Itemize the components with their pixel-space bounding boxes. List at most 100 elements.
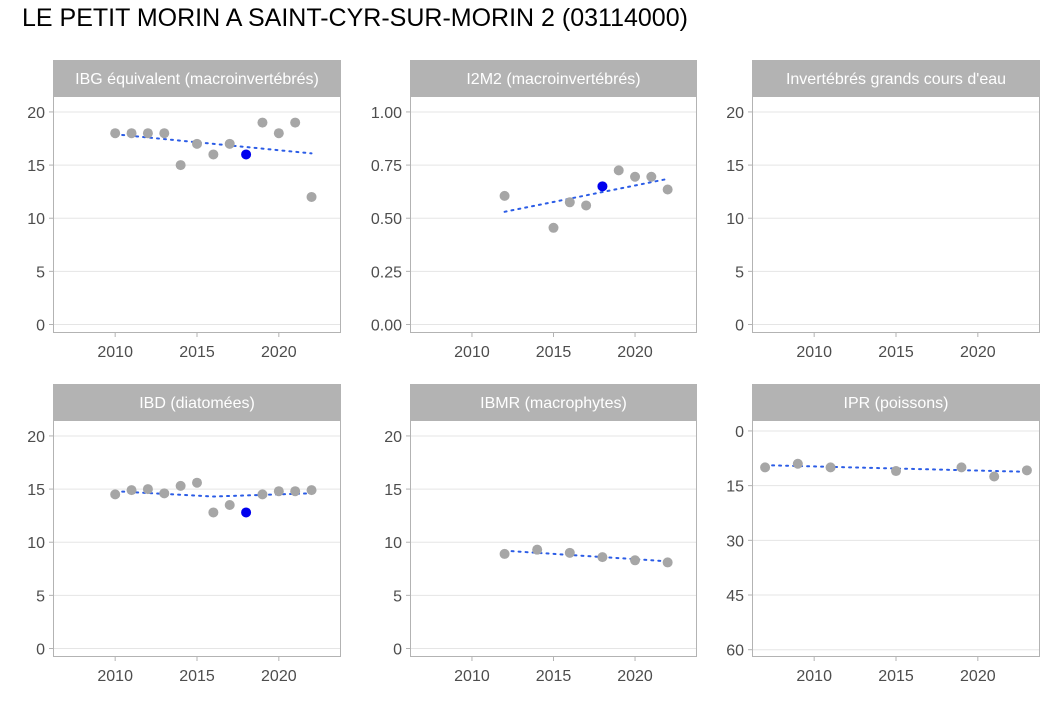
x-tick-label: 2020 [261, 668, 297, 685]
data-point [306, 191, 317, 202]
y-tick-label: 20 [27, 429, 45, 446]
data-point [110, 489, 121, 500]
y-tick-label: 10 [726, 211, 744, 228]
y-tick-label: 10 [27, 535, 45, 552]
trend-line [114, 133, 313, 155]
panel-6: IPR (poissons) 0 15 30 45 60 2010 2015 2020 [726, 384, 1040, 685]
y-tick-label: 30 [726, 533, 744, 550]
y-tick-label: 10 [384, 535, 402, 552]
y-tick-label: 0 [36, 641, 45, 658]
trend-line [764, 464, 1028, 473]
data-point [548, 222, 559, 233]
data-point [110, 128, 121, 139]
y-tick-label: 10 [27, 211, 45, 228]
y-tick-label: 15 [27, 158, 45, 175]
data-point [532, 544, 543, 555]
x-tick-label: 2020 [960, 668, 996, 685]
data-point [192, 138, 202, 149]
data-point [175, 160, 186, 171]
panel-title: I2M2 (macroinvertébrés) [466, 71, 640, 88]
x-tick-label: 2020 [261, 344, 297, 361]
x-tick-label: 2010 [97, 668, 133, 685]
x-tick-label: 2010 [97, 344, 133, 361]
y-tick-label: 20 [27, 105, 45, 122]
x-tick-label: 2015 [179, 668, 215, 685]
panel-strip [410, 60, 697, 96]
y-tick-label: 5 [36, 588, 45, 605]
panel-title: IPR (poissons) [844, 395, 949, 412]
data-point [257, 489, 268, 500]
data-point [597, 552, 608, 563]
data-point [630, 171, 641, 182]
data-point [891, 466, 901, 477]
data-point [126, 128, 137, 139]
y-tick-label: 0 [393, 641, 402, 658]
data-point [208, 149, 219, 160]
y-tick-label: 5 [393, 588, 402, 605]
data-point [142, 484, 153, 495]
data-point [290, 486, 301, 497]
panel-2: I2M2 (macroinvertébrés) 0.00 0.25 0.50 0.75 1… [371, 60, 697, 361]
highlight-point [241, 149, 252, 160]
data-point [159, 128, 170, 139]
data-point [126, 485, 137, 496]
data-point [956, 462, 967, 473]
y-tick-label: 0.25 [371, 264, 402, 281]
data-point [273, 128, 284, 139]
y-tick-label: 0.75 [371, 158, 402, 175]
y-tick-label: 5 [36, 264, 45, 281]
x-tick-label: 2015 [179, 344, 215, 361]
data-point [499, 548, 510, 559]
y-tick-label: 20 [726, 105, 744, 122]
panel-title: IBD (diatomées) [139, 395, 255, 412]
x-tick-label: 2010 [454, 344, 490, 361]
data-point [630, 555, 641, 566]
panel-frame [53, 96, 341, 333]
x-tick-label: 2015 [536, 344, 572, 361]
data-point [306, 485, 317, 496]
panel-strip [410, 384, 697, 420]
data-point [646, 171, 657, 182]
y-tick-label: 15 [726, 479, 744, 496]
y-tick-label: 0.50 [371, 211, 402, 228]
y-tick-label: 0 [735, 424, 744, 441]
x-tick-label: 2020 [617, 344, 653, 361]
panel-3: Invertébrés grands cours d'eau0510152020… [726, 60, 1040, 361]
data-point [792, 458, 803, 469]
data-point [257, 117, 268, 128]
x-tick-label: 2010 [454, 668, 490, 685]
y-tick-label: 60 [726, 643, 744, 660]
data-point [224, 500, 235, 511]
data-point [290, 117, 301, 128]
trend-line [503, 177, 669, 213]
y-tick-label: 45 [726, 588, 744, 605]
y-tick-label: 5 [735, 264, 744, 281]
x-tick-label: 2015 [536, 668, 572, 685]
x-tick-label: 2020 [960, 344, 996, 361]
x-tick-label: 2010 [796, 668, 832, 685]
panel-frame [410, 420, 697, 657]
y-tick-label: 15 [384, 482, 402, 499]
data-point [989, 471, 1000, 482]
y-tick-label: 0 [36, 317, 45, 334]
y-tick-label: 1.00 [371, 105, 402, 122]
panel-title: IBG équivalent (macroinvertébrés) [75, 71, 319, 88]
panel-frame [752, 420, 1040, 657]
x-tick-label: 2020 [617, 668, 653, 685]
data-point [564, 547, 575, 558]
data-point [273, 486, 284, 497]
data-point [613, 165, 624, 176]
x-tick-label: 2010 [796, 344, 832, 361]
data-point [499, 190, 510, 201]
panel-frame [752, 96, 1040, 333]
panel-title: IBMR (macrophytes) [480, 395, 627, 412]
data-point [224, 138, 235, 149]
data-point [208, 507, 219, 518]
data-point [825, 462, 836, 473]
panel-strip [752, 60, 1040, 96]
trend-line [503, 549, 669, 563]
panel-frame [410, 96, 697, 333]
data-point [581, 200, 592, 211]
x-tick-label: 2015 [878, 344, 914, 361]
data-point [1021, 465, 1032, 476]
